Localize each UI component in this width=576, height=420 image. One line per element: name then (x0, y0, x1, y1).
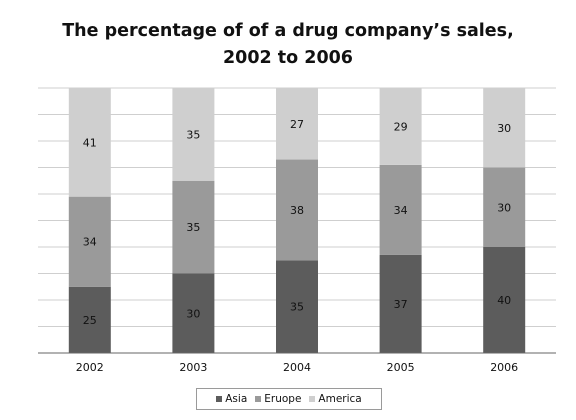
bar-america-2005 (379, 88, 422, 165)
legend-swatch (255, 396, 262, 402)
bar-eruope-2003 (172, 180, 215, 274)
data-label: 35 (186, 128, 200, 141)
data-label: 34 (394, 204, 408, 217)
bar-asia-2006 (483, 247, 526, 353)
chart-title-line-2: 2002 to 2006 (223, 48, 353, 68)
legend-item-asia: Asia (216, 393, 247, 405)
bar-america-2006 (483, 88, 526, 168)
data-label: 27 (290, 118, 304, 131)
x-tick-label: 2006 (490, 361, 518, 374)
legend-swatch (216, 396, 223, 402)
bar-asia-2005 (379, 254, 422, 353)
data-label: 35 (290, 301, 304, 314)
bar-asia-2002 (68, 286, 111, 353)
bar-america-2003 (172, 88, 215, 181)
bar-asia-2003 (172, 273, 215, 353)
bar-america-2004 (276, 88, 318, 160)
bar-eruope-2005 (379, 164, 422, 255)
data-label: 30 (497, 122, 511, 135)
x-tick-label: 2004 (283, 361, 311, 374)
data-label: 30 (497, 201, 511, 214)
data-label: 35 (186, 221, 200, 234)
legend-item-america: America (309, 393, 362, 405)
chart-legend: Asia Eruope America (196, 388, 382, 410)
data-label: 37 (394, 298, 408, 311)
x-tick-label: 2005 (387, 361, 415, 374)
bar-eruope-2002 (68, 196, 111, 287)
chart-title: The percentage of of a drug company’s sa… (0, 18, 576, 72)
data-label: 41 (83, 136, 97, 149)
chart-title-line-1: The percentage of of a drug company’s sa… (62, 21, 514, 41)
data-label: 25 (83, 314, 97, 327)
data-label: 30 (186, 307, 200, 320)
bar-america-2002 (68, 88, 111, 197)
legend-label: America (318, 393, 362, 405)
data-label: 29 (394, 120, 408, 133)
x-tick-label: 2003 (179, 361, 207, 374)
data-label: 38 (290, 204, 304, 217)
legend-swatch (309, 396, 316, 402)
x-tick-label: 2002 (76, 361, 104, 374)
bar-eruope-2004 (276, 159, 318, 261)
legend-label: Asia (225, 393, 248, 405)
legend-label: Eruope (264, 393, 302, 405)
bar-asia-2004 (276, 260, 318, 353)
legend-item-eruope: Eruope (255, 393, 301, 405)
data-label: 40 (497, 294, 511, 307)
data-label: 34 (83, 236, 97, 249)
bar-eruope-2006 (483, 167, 526, 247)
